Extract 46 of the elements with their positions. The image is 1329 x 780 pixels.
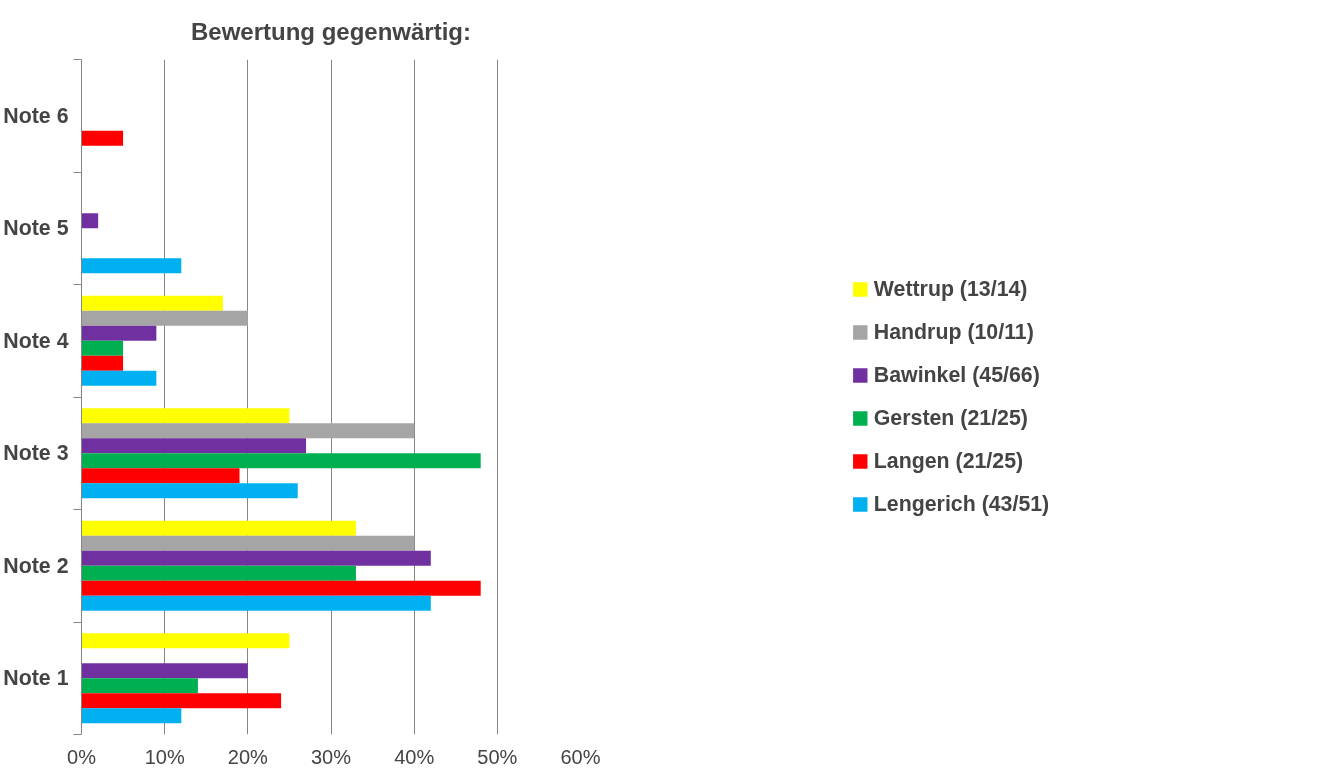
y-tick-label: Note 6 — [3, 103, 69, 128]
bar — [81, 258, 182, 274]
x-tick-label: 20% — [227, 745, 269, 768]
bar — [81, 520, 356, 536]
bar — [81, 633, 290, 649]
legend-label: Lengerich (43/51) — [873, 491, 1050, 517]
y-tick-label: Note 5 — [3, 216, 69, 241]
y-tick-label: Note 3 — [3, 441, 69, 466]
x-tick-label: 40% — [394, 745, 435, 768]
bar — [81, 663, 248, 679]
bar — [81, 565, 356, 581]
bar — [81, 708, 182, 724]
bar — [81, 483, 298, 499]
bar — [81, 468, 240, 484]
bar — [81, 295, 223, 311]
bar — [81, 550, 431, 566]
x-tick-label: 50% — [477, 745, 518, 768]
bar — [81, 310, 248, 326]
bar — [81, 535, 415, 551]
x-tick-label: 0% — [67, 745, 97, 768]
legend-label: Wettrup (13/14) — [873, 276, 1028, 302]
bar — [81, 325, 157, 341]
legend-label: Langen (21/25) — [873, 448, 1024, 474]
legend-label: Bawinkel (45/66) — [873, 362, 1040, 388]
bar — [81, 580, 481, 596]
bar — [81, 438, 307, 454]
bar — [81, 678, 198, 694]
x-tick-label: 10% — [144, 745, 185, 768]
bar — [81, 423, 415, 439]
bar — [81, 693, 282, 709]
legend-label: Handrup (10/11) — [873, 319, 1034, 345]
bar — [81, 370, 157, 386]
chart-title: Bewertung gegenwärtig: — [190, 17, 472, 45]
bar — [81, 408, 290, 424]
bar — [81, 130, 124, 146]
bar — [81, 595, 431, 611]
legend-label: Gersten (21/25) — [873, 405, 1028, 431]
y-tick-label: Note 4 — [3, 328, 69, 353]
bar — [81, 453, 481, 469]
y-tick-label: Note 2 — [3, 553, 69, 578]
x-tick-label: 60% — [560, 745, 601, 768]
bar — [81, 213, 99, 229]
y-tick-label: Note 1 — [3, 666, 69, 691]
bar — [81, 355, 124, 371]
bar — [81, 340, 124, 356]
x-tick-label: 30% — [310, 745, 352, 768]
